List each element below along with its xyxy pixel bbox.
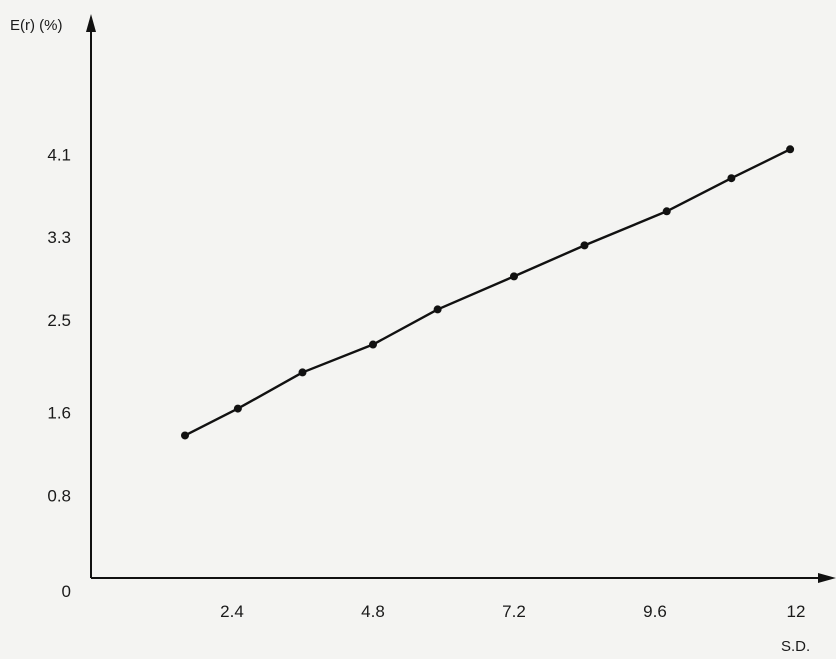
data-point	[298, 368, 307, 377]
x-tick-label: 9.6	[643, 602, 667, 621]
y-tick-label: 2.5	[47, 311, 71, 330]
data-point	[662, 207, 671, 216]
origin-label: 0	[62, 582, 71, 601]
data-point	[727, 174, 736, 183]
y-tick-label: 0.8	[47, 486, 71, 505]
y-axis-title: E(r) (%)	[10, 17, 63, 34]
x-axis-title: S.D.	[781, 638, 810, 655]
x-tick-label: 2.4	[220, 602, 244, 621]
y-tick-label: 1.6	[47, 404, 71, 423]
y-axis-arrow-icon	[86, 14, 96, 32]
data-point	[786, 145, 795, 154]
x-tick-label: 4.8	[361, 602, 385, 621]
x-tick-label: 7.2	[502, 602, 526, 621]
x-axis-arrow-icon	[818, 573, 836, 583]
y-tick-label: 4.1	[47, 145, 71, 164]
data-point	[510, 272, 518, 281]
data-point	[369, 340, 377, 349]
data-point	[233, 404, 242, 413]
data-point	[181, 431, 189, 440]
y-tick-label: 3.3	[47, 228, 71, 247]
tick-labels: 2.4 4.8 7.2 9.6 12 0.8 1.6 2.5 3.3 4.1	[47, 145, 805, 621]
data-point	[580, 241, 589, 250]
data-point	[433, 305, 442, 314]
x-tick-label: 12	[787, 602, 806, 621]
axes	[86, 14, 836, 583]
series-line	[184, 148, 791, 437]
series-layer	[181, 145, 795, 440]
